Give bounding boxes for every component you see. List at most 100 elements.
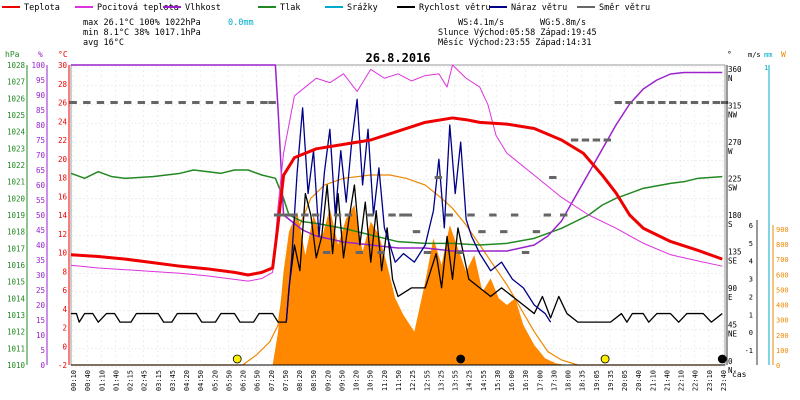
wind-direction-dot (221, 101, 225, 104)
temp-axis-tick: 10 (58, 249, 68, 258)
legend-label: Srážky (347, 3, 378, 13)
wind-direction-dot (128, 101, 132, 104)
pct-axis-tick: 35 (36, 256, 45, 265)
x-tick-label: 17:00 (536, 370, 544, 391)
deg-axis-tick: 90 (728, 284, 738, 293)
wind-direction-dot (592, 138, 596, 142)
pct-axis-tick: 85 (36, 106, 45, 115)
x-tick-label: 10:50 (367, 370, 375, 391)
wind-direction-dot (603, 138, 607, 142)
temp-axis-tick: 20 (58, 155, 68, 164)
x-tick-label: 22:10 (678, 370, 686, 391)
legend-label: Pocitová teplota (97, 3, 179, 13)
wind-direction-dot (207, 101, 211, 104)
wind-direction-dot (658, 101, 662, 104)
wind-direction-dot (608, 138, 611, 142)
wind-direction-dot (662, 101, 666, 104)
wind-direction-dot (155, 101, 159, 104)
x-tick-label: 13:25 (437, 370, 445, 391)
wind-direction-dot (71, 101, 75, 104)
temp-axis-tick: 12 (58, 230, 67, 239)
wind-direction-dot (114, 101, 118, 104)
wind-direction-dot (616, 101, 620, 104)
wind-direction-dot (412, 230, 416, 234)
solar-radiation-area (272, 205, 567, 365)
pct-axis-tick: 60 (36, 181, 46, 190)
wind-direction-dot (124, 101, 127, 104)
wind-direction-dot (137, 101, 141, 104)
wind-direction-dot (169, 101, 173, 104)
wind-direction-dot (439, 176, 443, 179)
x-tick-label: 21:40 (663, 370, 671, 391)
wind-direction-dot (194, 101, 198, 104)
dir-axis-label: NE (728, 330, 738, 339)
wind-direction-dot (618, 101, 622, 104)
legend-label: Náraz větru (511, 3, 567, 13)
dir-axis-label: NW (728, 111, 738, 120)
wind-direction-dot (223, 101, 227, 104)
axes-layer: 00:10 00:40 01:10 01:40 02:15 02:45 03:15 03:45… (7, 61, 789, 391)
x-tick-label: 05:20 (211, 370, 219, 391)
w-axis-tick: 800 (776, 241, 789, 249)
pct-axis-tick: 20 (36, 301, 46, 310)
wind-direction-dot (406, 213, 410, 217)
wind-direction-dot (182, 101, 186, 104)
x-tick-label: 07:50 (282, 370, 290, 391)
legend-label: Tlak (280, 3, 300, 13)
wind-direction-dot (660, 101, 664, 104)
wind-direction-dot (248, 101, 252, 104)
wind-direction-dot (273, 213, 277, 217)
wind-direction-dot (284, 213, 288, 217)
wind-direction-dot (513, 213, 517, 217)
wind-direction-dot (251, 101, 255, 104)
deg-axis-tick: 315 (728, 102, 742, 111)
x-tick-label: 16:00 (508, 370, 516, 391)
hpa-axis-tick: 1028 (7, 61, 26, 70)
wind-direction-dot (349, 213, 353, 217)
wind-direction-dot (647, 101, 651, 104)
wind-direction-dot (292, 213, 296, 217)
wind-direction-dot (510, 213, 514, 217)
wind-direction-dot (500, 230, 504, 234)
wind-direction-dot (409, 213, 413, 217)
wind-direction-dot (562, 213, 566, 217)
x-tick-label: 20:40 (635, 370, 643, 391)
wind-direction-dot (669, 101, 672, 104)
wind-direction-dot (537, 230, 541, 234)
wind-direction-dot (417, 230, 421, 234)
axis-header-pct: % (38, 50, 43, 59)
hpa-axis-tick: 1016 (7, 261, 26, 270)
wind-direction-dot (445, 213, 449, 217)
wind-direction-dot (96, 101, 100, 104)
dir-axis-label: N (728, 74, 733, 83)
x-tick-label: 14:55 (480, 370, 488, 391)
x-tick-label: 06:20 (240, 370, 248, 391)
x-tick-label: 11:20 (381, 370, 389, 391)
wind-direction-dot (636, 101, 640, 104)
axis-header-deg: ° (727, 50, 732, 59)
x-tick-label: 03:45 (169, 370, 177, 391)
dir-axis-label: W (728, 147, 733, 156)
pct-axis-tick: 95 (36, 76, 45, 85)
wind-direction-dot (219, 101, 223, 104)
wind-direction-dot (720, 101, 724, 104)
legend-label: Směr větru (599, 3, 650, 13)
x-tick-label: 22:40 (692, 370, 700, 391)
x-tick-label: 01:10 (98, 370, 106, 391)
deg-axis-tick: 135 (728, 248, 742, 257)
wind-direction-dot (695, 101, 699, 104)
wind-direction-dot (560, 213, 563, 217)
dir-axis-label: SE (728, 257, 738, 266)
wind-direction-dot (478, 230, 482, 234)
sun-marker (600, 354, 610, 364)
wind-direction-dot (180, 101, 184, 104)
wind-direction-dot (502, 230, 506, 234)
ms-axis-tick: 0 (749, 329, 753, 337)
axis-header-w: W (781, 50, 786, 59)
legend-label: Teplota (24, 3, 60, 13)
wind-direction-dot (640, 101, 644, 104)
wind-direction-dot (178, 101, 182, 104)
wind-direction-dot (712, 101, 716, 104)
stat-avg: avg 16°C (83, 38, 124, 48)
wind-direction-dot (543, 213, 547, 217)
